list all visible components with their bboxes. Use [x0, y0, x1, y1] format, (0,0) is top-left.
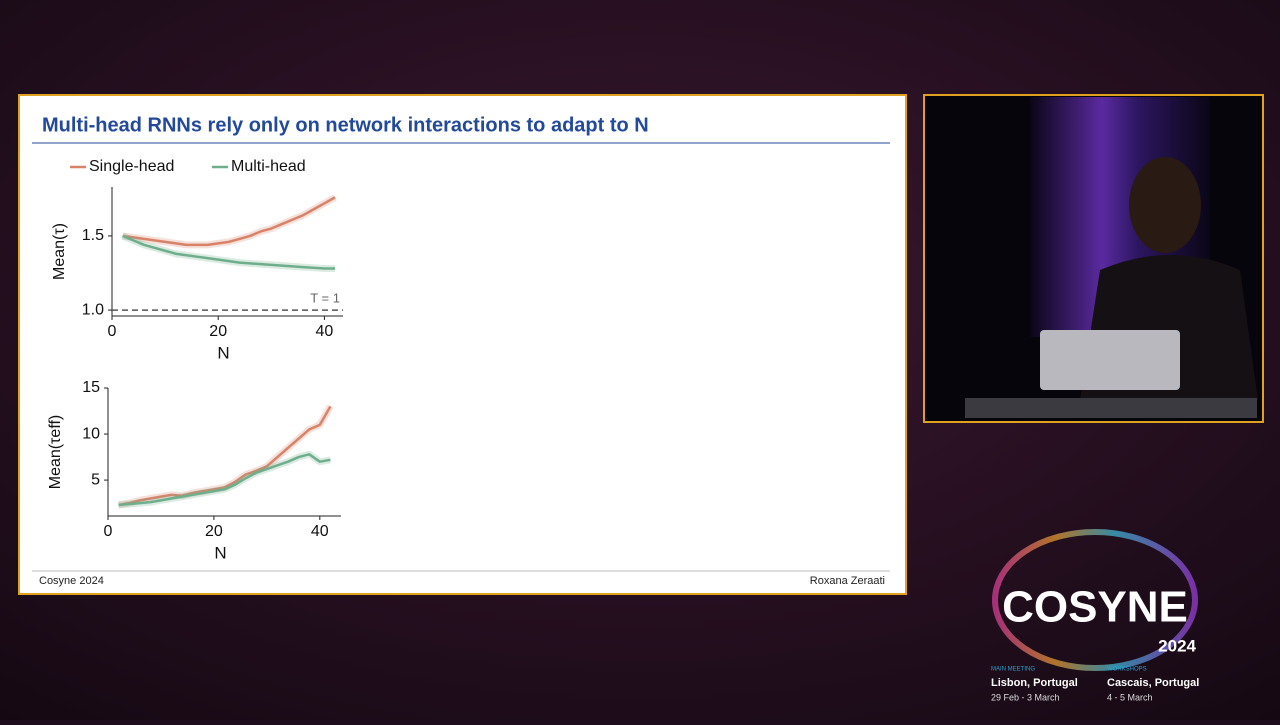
slide [18, 94, 907, 595]
y-tick-label: 15 [82, 379, 100, 396]
y-axis-label: Mean(τeff) [47, 415, 64, 490]
slide-title: Multi-head RNNs rely only on network int… [42, 114, 649, 136]
series-line [122, 234, 336, 270]
y-tick-label: 1.5 [82, 227, 104, 244]
podium [965, 398, 1257, 418]
logo-year: 2024 [1158, 636, 1196, 655]
footer-left: Cosyne 2024 [39, 575, 104, 587]
x-axis-label: N [217, 343, 229, 362]
series-line [118, 405, 332, 507]
y-tick-label: 10 [82, 425, 100, 442]
speaker-video [923, 94, 1264, 423]
logo-brain [992, 529, 1198, 671]
speaker-head [1129, 157, 1201, 253]
logo-name: COSYNE [1002, 583, 1188, 632]
logo: COSYNE 2024 MAIN MEETING Lisbon, Portuga… [991, 529, 1199, 702]
series-line [122, 196, 336, 247]
x-tick-label: 20 [209, 323, 227, 340]
x-tick-label: 0 [104, 523, 113, 540]
x-tick-label: 0 [108, 323, 117, 340]
x-tick-label: 40 [311, 523, 329, 540]
workshops: WORKSHOPS [1107, 667, 1147, 673]
workshops-location: Cascais, Portugal [1107, 677, 1199, 689]
charts: 0 20 40 1.0 1.5 N Mean(τ) T = 1 Single-head Multi… [47, 158, 343, 562]
legend-label: Multi-head [231, 158, 306, 175]
main-location: Lisbon, Portugal [991, 677, 1078, 689]
y-tick-label: 5 [91, 471, 100, 488]
main-meeting: MAIN MEETING [991, 667, 1035, 673]
workshops-dates: 4 - 5 March [1107, 692, 1153, 702]
series-line [118, 453, 331, 507]
y-axis-label: Mean(τ) [51, 223, 68, 280]
main-dates: 29 Feb - 3 March [991, 692, 1060, 702]
laptop [1040, 330, 1180, 390]
footer-right: Roxana Zeraati [810, 575, 885, 587]
annotation: T = 1 [310, 291, 340, 306]
x-tick-label: 40 [316, 323, 334, 340]
legend-label: Single-head [89, 158, 174, 175]
x-tick-label: 20 [205, 523, 223, 540]
x-axis-label: N [214, 543, 226, 562]
y-tick-label: 1.0 [82, 301, 104, 318]
